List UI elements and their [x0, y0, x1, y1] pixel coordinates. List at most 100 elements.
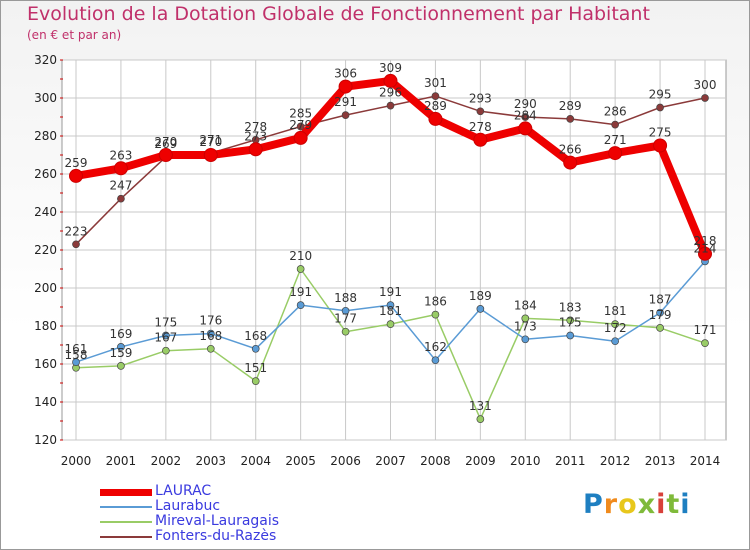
data-label: 270: [199, 135, 222, 149]
data-label: 177: [334, 312, 357, 326]
x-tick-label: 2004: [240, 454, 271, 468]
data-label: 188: [334, 291, 357, 305]
data-point: [656, 324, 664, 332]
data-label: 162: [424, 340, 447, 354]
logo-letter: o: [618, 489, 638, 520]
x-tick-label: 2011: [555, 454, 586, 468]
y-tick-label: 120: [34, 433, 57, 447]
data-point: [518, 121, 533, 136]
data-label: 290: [514, 97, 537, 111]
x-tick-label: 2012: [600, 454, 631, 468]
data-label: 300: [694, 78, 717, 92]
x-tick-label: 2006: [330, 454, 361, 468]
data-label: 279: [289, 118, 312, 132]
data-point: [611, 337, 619, 346]
data-label: 151: [244, 361, 267, 375]
data-label: 278: [244, 120, 267, 134]
data-label: 183: [559, 300, 582, 314]
data-point: [341, 111, 350, 119]
data-point: [476, 107, 485, 116]
data-point: [656, 308, 664, 317]
data-label: 189: [469, 289, 492, 303]
data-label: 175: [559, 316, 582, 330]
y-tick-label: 220: [34, 243, 57, 257]
data-label: 187: [649, 293, 672, 307]
legend-label: Mireval-Lauragais: [155, 513, 280, 529]
data-point: [521, 314, 530, 323]
data-point: [341, 327, 350, 336]
data-point: [653, 138, 668, 153]
data-point: [566, 115, 575, 123]
data-point: [386, 320, 395, 328]
data-point: [521, 113, 530, 121]
y-tick-label: 140: [34, 395, 57, 409]
data-point: [206, 344, 215, 353]
logo-letter: i: [680, 489, 691, 520]
data-label: 301: [424, 76, 447, 90]
data-point: [386, 301, 395, 309]
data-label: 176: [199, 314, 222, 328]
data-label: 191: [379, 285, 402, 299]
legend-swatch: [100, 506, 152, 508]
logo-letter: i: [656, 489, 667, 520]
data-point: [611, 320, 619, 328]
x-tick-label: 2002: [151, 454, 182, 468]
x-tick-label: 2010: [510, 454, 541, 468]
legend-label: Fonters-du-Razès: [155, 528, 277, 544]
data-label: 273: [244, 129, 267, 143]
data-label: 285: [289, 107, 312, 121]
data-point: [117, 194, 125, 203]
data-label: 269: [154, 137, 177, 151]
data-point: [386, 101, 395, 110]
data-point: [248, 142, 263, 157]
data-label: 218: [694, 234, 717, 248]
data-point: [473, 132, 488, 147]
x-tick-label: 2005: [285, 454, 316, 468]
legend-swatch: [100, 488, 152, 496]
data-point: [431, 310, 440, 319]
data-label: 271: [604, 133, 627, 147]
data-point: [293, 130, 308, 145]
y-tick-label: 320: [34, 53, 57, 67]
data-point: [431, 92, 440, 100]
data-label: 270: [154, 135, 177, 149]
data-label: 266: [559, 143, 582, 157]
data-point: [296, 265, 305, 273]
x-tick-label: 2000: [61, 454, 92, 468]
data-point: [563, 155, 578, 170]
x-tick-label: 2013: [645, 454, 676, 468]
x-tick-label: 2003: [196, 454, 227, 468]
legend-swatch: [100, 521, 152, 523]
y-tick-label: 240: [34, 205, 57, 219]
legend-label: LAURAC: [155, 483, 212, 499]
data-label: 131: [469, 399, 492, 413]
data-label: 179: [649, 308, 672, 322]
data-label: 295: [649, 88, 672, 102]
data-label: 291: [334, 95, 357, 109]
logo-letter: t: [666, 489, 681, 520]
data-label: 181: [379, 304, 402, 318]
data-label: 284: [514, 108, 537, 122]
logo-letter: x: [637, 489, 657, 520]
data-label: 247: [109, 179, 132, 193]
data-point: [72, 240, 80, 249]
data-point: [69, 168, 83, 183]
x-tick-label: 2009: [465, 454, 496, 468]
data-label: 168: [244, 329, 267, 343]
data-point: [476, 305, 485, 313]
data-point: [698, 246, 712, 261]
data-label: 289: [559, 99, 582, 113]
data-label: 169: [109, 327, 132, 341]
chart-title: Evolution de la Dotation Globale de Fonc…: [27, 3, 650, 25]
data-point: [611, 120, 619, 129]
data-label: 184: [514, 298, 537, 312]
data-label: 158: [65, 348, 88, 362]
data-label: 167: [154, 331, 177, 345]
y-tick-label: 280: [34, 129, 57, 143]
data-label: 286: [604, 105, 627, 119]
data-point: [158, 148, 173, 162]
data-point: [251, 344, 260, 353]
data-label: 275: [649, 126, 672, 140]
x-tick-label: 2014: [690, 454, 721, 468]
data-point: [206, 329, 215, 338]
